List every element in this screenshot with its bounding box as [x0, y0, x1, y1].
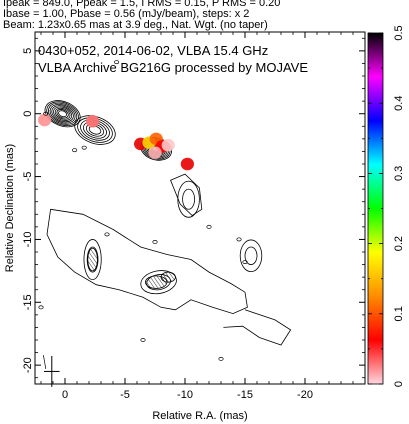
east-knot-contour	[244, 246, 258, 265]
colorbar-tick-label: 0.4	[393, 96, 405, 111]
hatched-region	[160, 271, 176, 283]
noise-contour	[206, 224, 212, 229]
y-axis-title: Relative Declination (mas)	[4, 144, 16, 272]
noise-contour	[236, 237, 242, 242]
x-axis-title: Relative R.A. (mas)	[152, 410, 247, 422]
core-contour	[51, 105, 74, 123]
outer-jet-envelope	[46, 208, 248, 315]
polarization-patch	[148, 146, 162, 159]
y-tick-labels: 5 0 -5 -10 -15 -20	[22, 48, 34, 373]
noise-contour	[38, 305, 44, 310]
x-tick-label: -15	[237, 389, 253, 401]
plot-subtitle: VLBA Archive BG216G processed by MOJAVE	[38, 60, 308, 75]
noise-contour	[140, 338, 146, 342]
y-tick-label: 5	[22, 48, 34, 54]
colorbar-tick-label: 0.2	[393, 236, 405, 251]
plot-area	[38, 60, 292, 369]
core-contour	[53, 106, 73, 121]
y-tick-label: -20	[22, 357, 34, 373]
axis-ticks	[35, 32, 365, 384]
polarization-patch	[180, 157, 194, 171]
plot-frame	[34, 31, 366, 385]
core-contour	[58, 110, 68, 118]
y-tick-label: -5	[22, 172, 34, 182]
y-tick-label: 0	[22, 111, 34, 117]
east-knot-contour	[239, 239, 263, 273]
noise-contour	[218, 356, 224, 361]
core-contour	[49, 103, 76, 124]
outer-knot-outline	[170, 173, 203, 217]
beam-marker	[44, 355, 60, 387]
y-tick-label: -10	[22, 231, 34, 247]
x-tick-labels: 0 -5 -10 -15 -20	[62, 389, 313, 401]
noise-contour	[72, 148, 78, 153]
core-contour	[56, 109, 69, 119]
colorbar-tick-label: 0.3	[393, 166, 405, 181]
noise-contour	[114, 60, 120, 65]
lower-jet-extension	[223, 309, 292, 346]
colorbar-tick-label: 0.1	[393, 306, 405, 321]
hatched-region	[87, 247, 98, 272]
colorbar	[367, 32, 384, 385]
inner-jet-contour	[74, 115, 116, 145]
x-tick-label: 0	[62, 389, 68, 401]
polarization-patch	[161, 138, 175, 152]
x-tick-label: -5	[120, 389, 130, 401]
outer-knot-contour	[182, 188, 196, 210]
polarization-patch	[38, 113, 52, 127]
core-contour	[44, 100, 81, 128]
noise-contour	[152, 239, 158, 244]
core-contour	[48, 102, 78, 125]
colorbar-tick-label: 0.5	[393, 25, 405, 40]
hatched-regions	[87, 247, 176, 289]
colorbar-tick-labels: 0 0.1 0.2 0.3 0.4 0.5	[393, 25, 405, 387]
y-tick-label: -15	[22, 294, 34, 310]
x-tick-label: -20	[297, 389, 313, 401]
polarization-patches	[38, 113, 194, 171]
x-tick-label: -10	[177, 389, 193, 401]
core-contour	[46, 101, 79, 126]
inner-jet-contour	[88, 125, 102, 135]
lobe-a-contour	[83, 239, 102, 281]
lobe-b-contour	[140, 270, 177, 295]
polarization-patch	[86, 114, 100, 128]
stats-line-1: Ipeak = 849.0, Ppeak = 1.5, I RMS = 0.15…	[3, 0, 281, 9]
noise-contour	[43, 111, 49, 116]
lobe-a-contour	[86, 246, 99, 273]
noise-contour	[81, 145, 87, 150]
colorbar-ticks	[368, 32, 383, 385]
plot-title: 0430+052, 2014-06-02, VLBA 15.4 GHz	[38, 43, 268, 58]
stats-line-2: Ibase = 1.00, Pbase = 0.56 (mJy/beam), s…	[3, 8, 250, 20]
beam-line: Beam: 1.23x0.65 mas at 3.9 deg., Nat. Wg…	[3, 19, 268, 31]
core-contour	[54, 107, 71, 120]
noise-contour	[43, 355, 47, 369]
noise-contour	[104, 232, 110, 237]
noise-contour	[242, 260, 248, 265]
colorbar-tick-label: 0	[393, 381, 405, 387]
stray-contours	[38, 60, 248, 369]
